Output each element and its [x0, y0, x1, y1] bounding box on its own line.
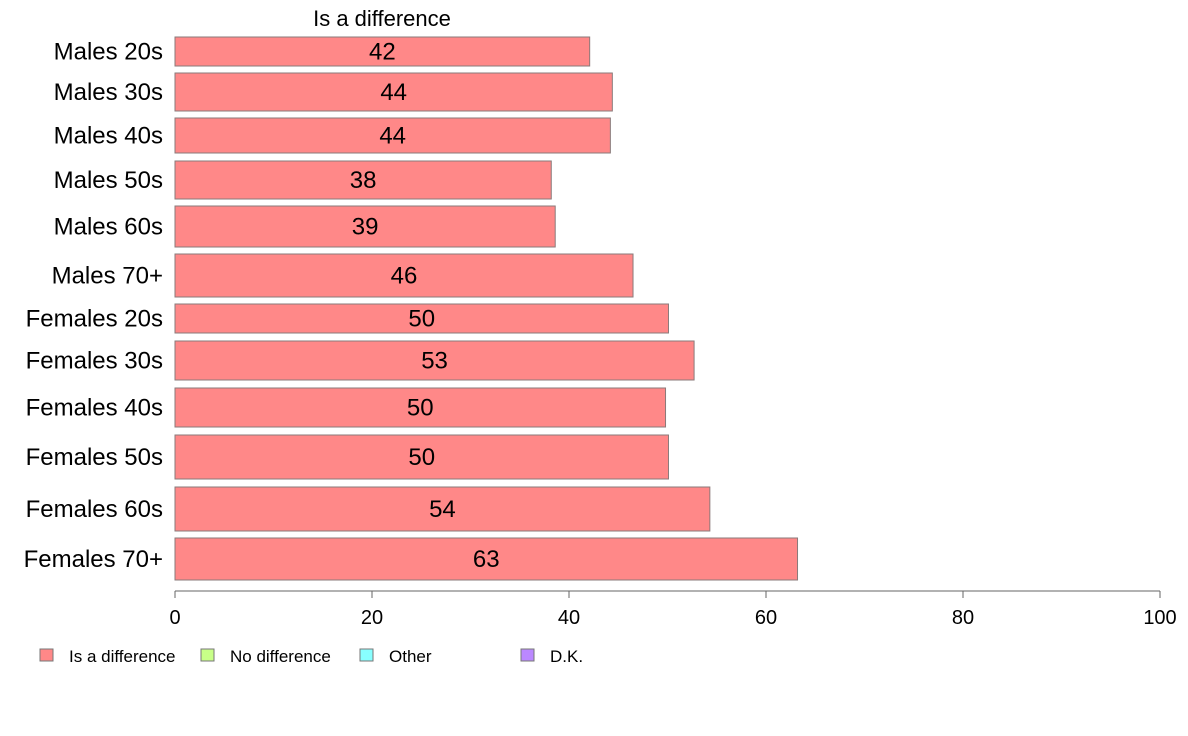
legend-label: No difference [230, 647, 331, 666]
category-label: Females 20s [26, 306, 163, 333]
bars-group [174, 36, 799, 581]
legend-swatch [39, 648, 54, 662]
data-label: 50 [407, 395, 434, 422]
legend-swatch [520, 648, 535, 662]
category-labels: Males 20s Males 30s Males 40s Males 50s Male… [24, 39, 163, 574]
x-axis: 0 20 40 60 80 100 [169, 590, 1177, 629]
bar [174, 434, 669, 480]
x-tick-label: 40 [558, 607, 580, 629]
bar [174, 486, 711, 532]
data-label: 50 [408, 444, 435, 471]
x-tick-label: 100 [1143, 607, 1176, 629]
data-label: 53 [421, 348, 448, 375]
category-label: Males 70+ [52, 263, 163, 290]
legend-label: D.K. [550, 647, 583, 666]
bar [174, 117, 611, 154]
bar [174, 36, 591, 67]
bar [174, 205, 556, 248]
data-label: 54 [429, 496, 456, 523]
data-label: 50 [408, 306, 435, 333]
bar [174, 160, 552, 200]
data-label: 44 [379, 123, 406, 150]
data-label: 44 [380, 79, 407, 106]
legend: Is a difference No difference Other D.K. [39, 647, 583, 666]
bar [174, 303, 669, 334]
category-label: Males 30s [54, 79, 163, 106]
series-title: Is a difference [313, 6, 451, 31]
bar [174, 387, 667, 428]
bar [174, 253, 634, 298]
category-label: Males 20s [54, 39, 163, 66]
category-label: Females 40s [26, 395, 163, 422]
bar [174, 537, 799, 581]
legend-swatch [200, 648, 215, 662]
x-tick-label: 20 [361, 607, 383, 629]
category-label: Females 60s [26, 496, 163, 523]
x-tick-label: 0 [169, 607, 180, 629]
bar [174, 340, 695, 381]
category-label: Females 30s [26, 348, 163, 375]
data-label: 39 [352, 214, 379, 241]
category-label: Females 50s [26, 444, 163, 471]
legend-swatch [359, 648, 374, 662]
x-tick-label: 60 [755, 607, 777, 629]
legend-label: Other [389, 647, 432, 666]
category-label: Males 50s [54, 167, 163, 194]
bar [174, 72, 613, 112]
data-label: 42 [369, 39, 396, 66]
data-label: 46 [391, 263, 418, 290]
category-label: Females 70+ [24, 546, 163, 573]
legend-label: Is a difference [69, 647, 175, 666]
category-label: Males 60s [54, 214, 163, 241]
data-label: 38 [350, 167, 377, 194]
x-tick-label: 80 [952, 607, 974, 629]
category-label: Males 40s [54, 123, 163, 150]
data-label: 63 [473, 546, 500, 573]
